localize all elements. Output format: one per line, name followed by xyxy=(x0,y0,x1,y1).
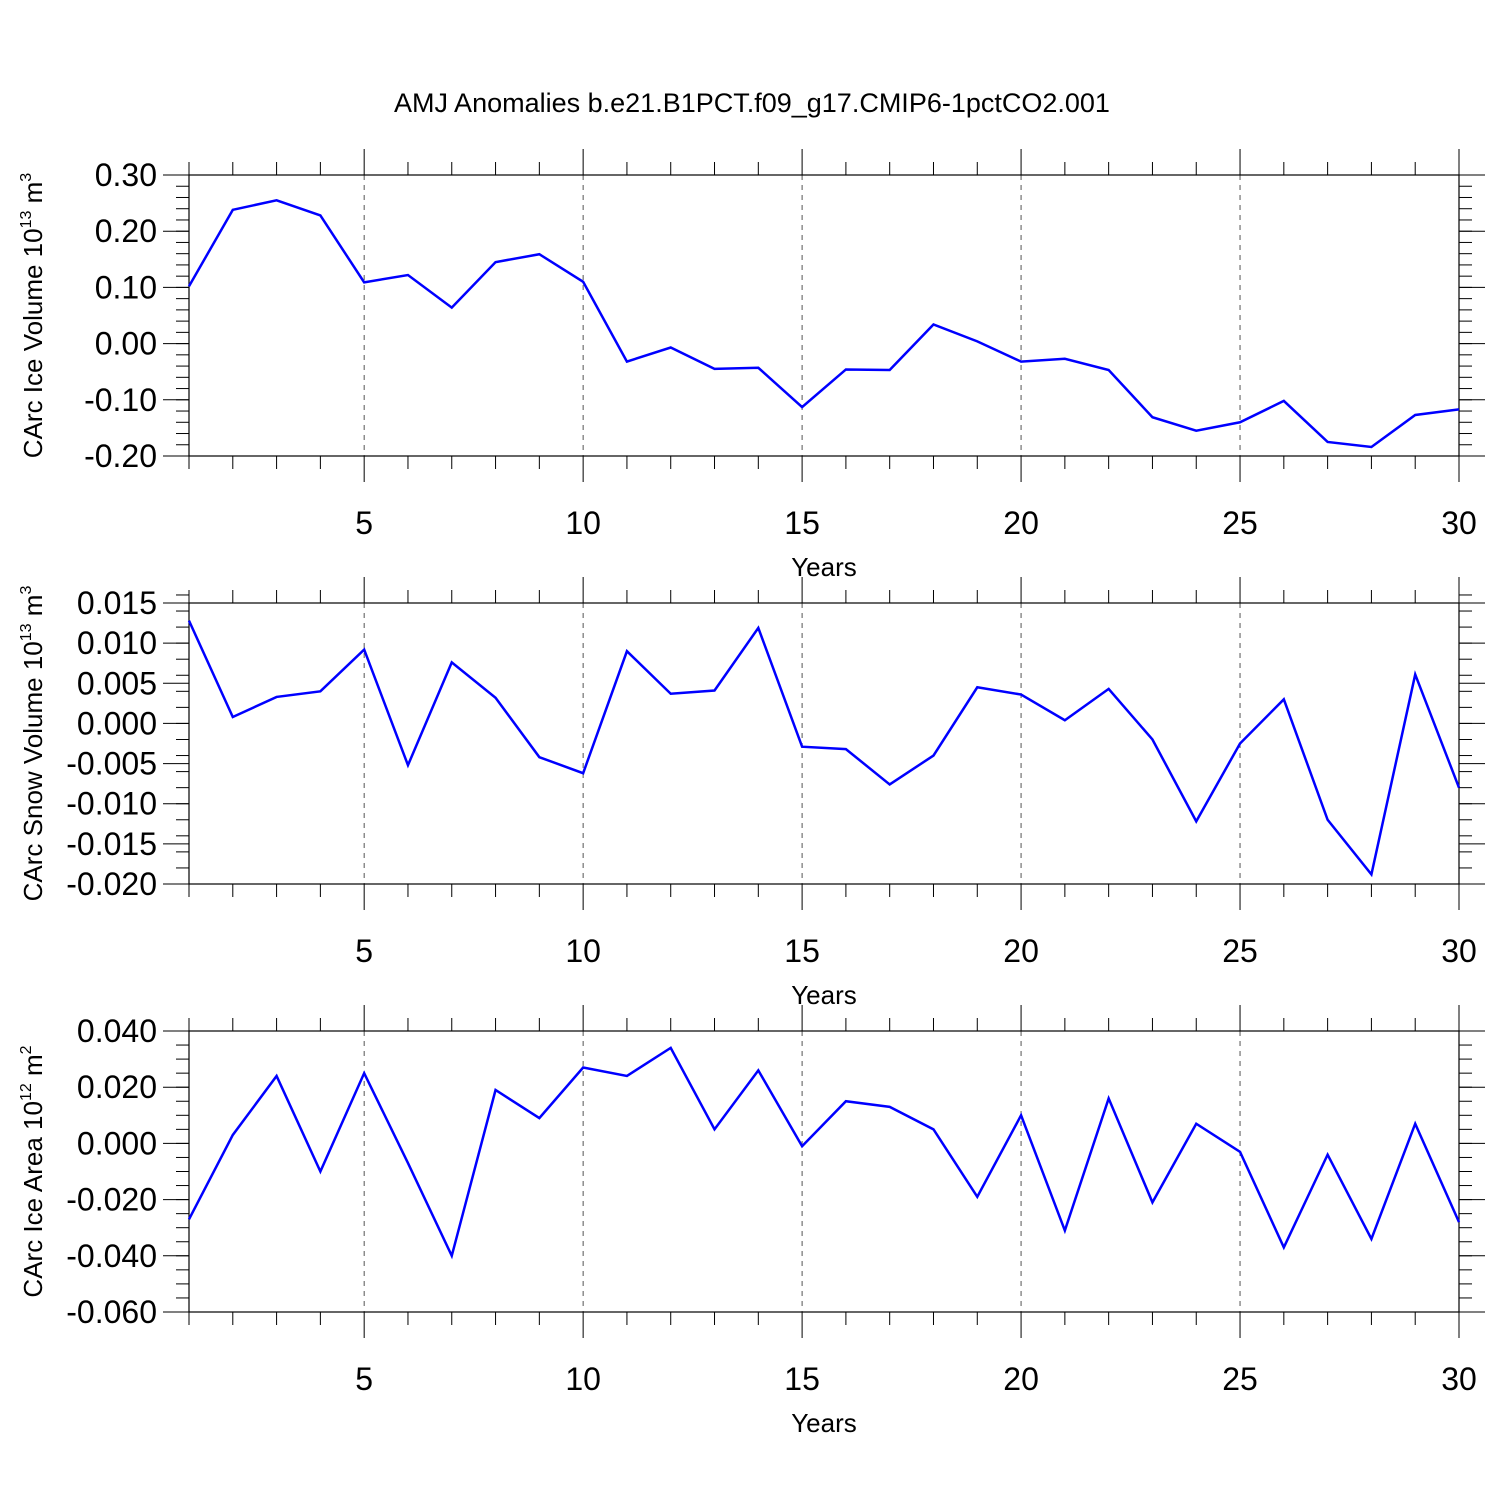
y-axis-label-exponent: 12 xyxy=(18,1083,35,1101)
x-tick-label: 30 xyxy=(1441,505,1477,541)
x-axis-label: Years xyxy=(791,552,857,582)
x-tick-label: 25 xyxy=(1222,1361,1258,1397)
x-tick-label: 10 xyxy=(565,505,601,541)
y-tick-label: 0.010 xyxy=(77,625,157,661)
series-line xyxy=(187,620,1461,878)
y-axis-label-unit: m xyxy=(18,595,48,624)
series-line xyxy=(187,1046,1461,1260)
y-axis-label-unit-exponent: 2 xyxy=(18,1045,35,1054)
x-tick-label: 10 xyxy=(565,933,601,969)
x-tick-label: 5 xyxy=(355,505,373,541)
y-tick-label: -0.040 xyxy=(66,1238,157,1274)
panel-3: -0.060 -0.040 -0.020 0.000 0.020 0.040 5 10 15 20… xyxy=(18,1005,1485,1438)
y-axis-label-exponent: 13 xyxy=(18,211,35,229)
plot-frame xyxy=(188,174,1460,457)
y-tick-label: 0.000 xyxy=(77,705,157,741)
y-tick-label: -0.020 xyxy=(66,866,157,902)
y-tick-label: 0.040 xyxy=(77,1013,157,1049)
y-tick-label: -0.010 xyxy=(66,786,157,822)
x-tick-label: 5 xyxy=(355,933,373,969)
y-axis-label-main: CArc Snow Volume 10 xyxy=(18,641,48,901)
y-tick-label: 0.20 xyxy=(95,213,157,249)
x-tick-label: 20 xyxy=(1003,1361,1039,1397)
panel-1: -0.20 -0.10 0.00 0.10 0.20 0.30 5 10 15 20 25 30 Yea… xyxy=(18,149,1485,582)
y-axis-label-exponent: 13 xyxy=(18,623,35,641)
y-tick-label: 0.020 xyxy=(77,1069,157,1105)
panel-2: -0.020 -0.015 -0.010 -0.005 0.000 0.005 0.010 0… xyxy=(18,577,1485,1010)
y-tick-label: 0.00 xyxy=(95,326,157,362)
y-axis-label-main: CArc Ice Volume 10 xyxy=(18,228,48,458)
y-tick-label: -0.005 xyxy=(66,746,157,782)
y-axis-label: CArc Ice Volume 1013 m3 xyxy=(18,173,48,458)
plot-frame xyxy=(188,1030,1460,1313)
series-line xyxy=(187,198,1460,449)
chart-panels: -0.20-0.100.000.100.200.305 10 15 20 25 30Yea… xyxy=(18,149,1485,1438)
y-axis-label-unit: m xyxy=(18,1054,48,1083)
y-tick-label: 0.015 xyxy=(77,585,157,621)
x-tick-label: 20 xyxy=(1003,505,1039,541)
x-axis-label: Years xyxy=(791,980,857,1010)
y-tick-label: 0.000 xyxy=(77,1125,157,1161)
figure-title: AMJ Anomalies b.e21.B1PCT.f09_g17.CMIP6-… xyxy=(394,88,1110,118)
y-axis-label-unit-exponent: 3 xyxy=(18,173,35,182)
x-tick-label: 15 xyxy=(784,933,820,969)
y-tick-label: -0.015 xyxy=(66,826,157,862)
y-tick-label: 0.10 xyxy=(95,269,157,305)
y-tick-label: -0.20 xyxy=(84,438,157,474)
x-tick-label: 30 xyxy=(1441,1361,1477,1397)
y-axis-label-main: CArc Ice Area 10 xyxy=(18,1101,48,1298)
plot-frame xyxy=(188,602,1460,885)
x-tick-label: 15 xyxy=(784,505,820,541)
x-tick-label: 20 xyxy=(1003,933,1039,969)
x-tick-label: 10 xyxy=(565,1361,601,1397)
y-axis-label: CArc Ice Area 1012 m2 xyxy=(18,1045,48,1297)
y-tick-label: 0.005 xyxy=(77,665,157,701)
x-tick-label: 30 xyxy=(1441,933,1477,969)
y-axis-label-unit-exponent: 3 xyxy=(18,586,35,595)
y-tick-label: -0.060 xyxy=(66,1294,157,1330)
x-tick-label: 25 xyxy=(1222,933,1258,969)
y-axis-label: CArc Snow Volume 1013 m3 xyxy=(18,586,48,902)
x-tick-label: 5 xyxy=(355,1361,373,1397)
x-axis-label: Years xyxy=(791,1408,857,1438)
x-tick-label: 15 xyxy=(784,1361,820,1397)
y-axis-label-unit: m xyxy=(18,182,48,211)
y-tick-label: -0.10 xyxy=(84,382,157,418)
x-tick-label: 25 xyxy=(1222,505,1258,541)
y-tick-label: -0.020 xyxy=(66,1182,157,1218)
y-tick-label: 0.30 xyxy=(95,157,157,193)
